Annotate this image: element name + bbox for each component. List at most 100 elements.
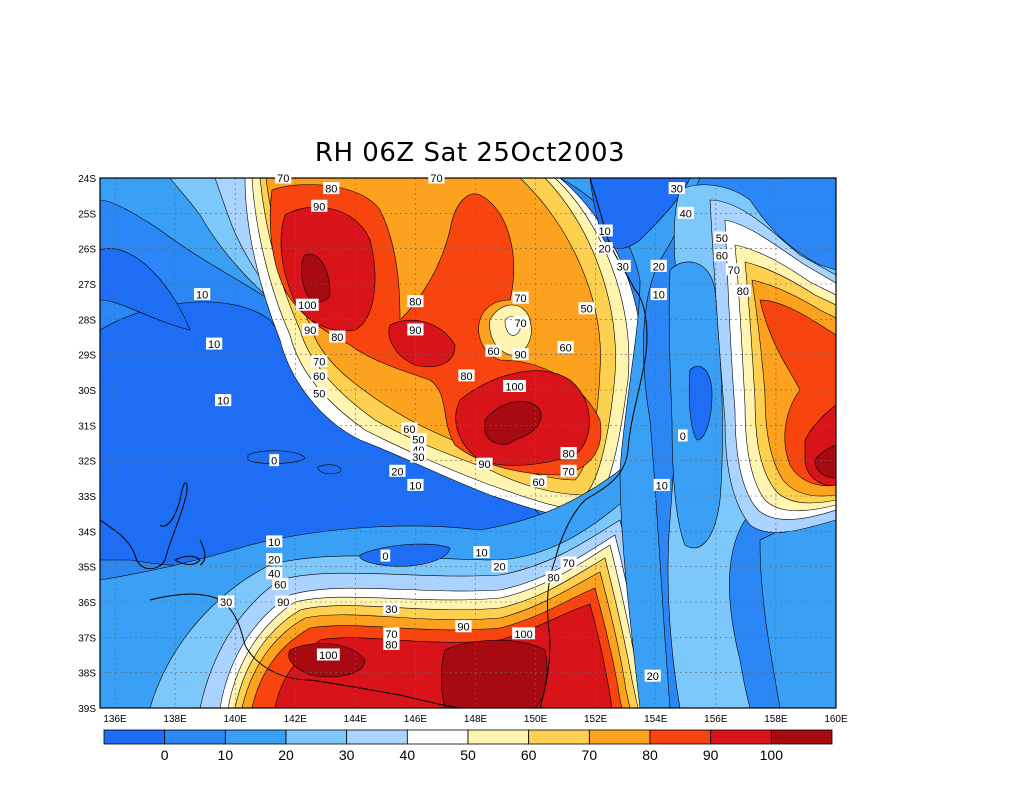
contour-label-text: 10 (475, 548, 487, 560)
contour-label: 20 (266, 553, 283, 567)
contour-label-text: 60 (716, 251, 728, 263)
lat-tick-label: 36S (78, 598, 96, 609)
contour-label: 100 (512, 627, 535, 641)
colorbar-swatch (649, 729, 712, 745)
lat-tick-label: 30S (78, 386, 96, 397)
contour-label: 0 (677, 429, 688, 443)
contour-label-bg (323, 182, 340, 195)
contour-label-bg (311, 387, 328, 400)
contour-label-bg (316, 648, 340, 661)
contour-label-text: 50 (581, 304, 593, 316)
contour-label-bg (653, 478, 670, 491)
lon-tick-label: 144E (344, 714, 368, 725)
contour-label-text: 70 (514, 318, 526, 330)
contour-label: 80 (560, 447, 577, 461)
contour-label-bg (407, 295, 424, 308)
contour-label-text: 100 (298, 300, 316, 312)
contour-label-bg (512, 627, 535, 640)
colorbar-labels: 0 10 20 30 40 50 60 70 80 90 100 (161, 747, 783, 763)
lat-tick-label: 29S (78, 351, 96, 362)
contour-label: 90 (275, 595, 292, 609)
colorbar-swatch (710, 729, 772, 745)
lon-tick-label: 156E (704, 714, 728, 725)
contour-label-text: 20 (493, 562, 505, 574)
contour-label-text: 100 (319, 650, 337, 662)
contour-label-text: 0 (382, 551, 388, 563)
contour-label-text: 0 (680, 431, 686, 443)
longitude-tick-labels: 136E 138E 140E 142E 144E 146E 148E 150E 152E 154E… (103, 714, 848, 725)
contour-label: 90 (302, 323, 319, 337)
contour-label-text: 20 (391, 466, 403, 478)
contour-label: 60 (485, 344, 502, 358)
lat-tick-label: 33S (78, 492, 96, 503)
contour-label-text: 30 (412, 452, 424, 464)
contour-label-bg (266, 553, 283, 566)
contour-label-bg (668, 182, 685, 195)
lat-tick-label: 27S (78, 280, 96, 291)
contour-label: 50 (578, 302, 595, 316)
contour-label-text: 80 (385, 639, 397, 651)
lon-tick-label: 136E (103, 714, 127, 725)
contour-label: 0 (380, 549, 391, 563)
contour-label: 70 (311, 355, 328, 369)
contour-label: 70 (560, 464, 577, 478)
colorbar-label: 100 (760, 747, 784, 763)
contour-label-bg (545, 570, 562, 583)
contour-label-bg (329, 330, 346, 343)
lat-tick-label: 24S (78, 174, 96, 185)
contour-label: 30 (383, 602, 400, 616)
contour-label: 70 (512, 316, 529, 330)
contour-label: 10 (206, 337, 223, 351)
contour-label-bg (401, 422, 418, 435)
contour-label-bg (302, 323, 319, 336)
colorbar-label: 0 (161, 747, 169, 763)
contour-label-bg (734, 284, 751, 297)
contour-label: 10 (407, 478, 424, 492)
colorbar-swatch (406, 729, 469, 745)
contour-label-bg (491, 560, 508, 573)
lon-tick-label: 148E (464, 714, 488, 725)
contour-label: 30 (410, 450, 427, 464)
contour-label-bg (530, 475, 547, 488)
contour-label: 20 (596, 242, 613, 256)
contour-label-bg (311, 355, 328, 368)
contour-label: 90 (476, 457, 493, 471)
contour-label-bg (311, 199, 328, 212)
contour-label-text: 70 (313, 357, 325, 369)
contour-label-text: 30 (385, 604, 397, 616)
contour-label-text: 80 (409, 297, 421, 309)
contour-label-text: 30 (220, 597, 232, 609)
contour-label-text: 60 (313, 371, 325, 383)
lat-tick-label: 31S (78, 421, 96, 432)
contour-label-text: 100 (514, 629, 532, 641)
lon-tick-label: 140E (224, 714, 248, 725)
humidity-field (100, 178, 836, 708)
colorbar-label: 90 (703, 747, 719, 763)
contour-label: 60 (713, 249, 730, 263)
contour-label: 0 (269, 454, 280, 468)
contour-label-text: 70 (728, 265, 740, 277)
contour-label: 70 (428, 171, 445, 185)
contour-label-text: 90 (277, 597, 289, 609)
lat-tick-label: 26S (78, 245, 96, 256)
contour-label-text: 60 (560, 343, 572, 355)
contour-label-bg (485, 344, 502, 357)
contour-label-text: 10 (656, 480, 668, 492)
contour-label: 30 (218, 595, 235, 609)
contour-label-text: 70 (563, 558, 575, 570)
contour-label-text: 20 (653, 261, 665, 273)
contour-label-bg (596, 242, 613, 255)
latitude-tick-labels: 24S 25S 26S 27S 28S 29S 30S 31S 32S 33S 34S 35S 36S 3… (78, 174, 96, 715)
lon-tick-label: 142E (284, 714, 308, 725)
contour-label-bg (614, 259, 631, 272)
contour-label-text: 100 (505, 381, 523, 393)
contour-label-bg (713, 231, 730, 244)
lat-tick-label: 28S (78, 315, 96, 326)
contour-label-text: 10 (268, 537, 280, 549)
lon-tick-label: 152E (584, 714, 608, 725)
contour-label-text: 90 (457, 622, 469, 634)
contour-label-text: 90 (313, 201, 325, 213)
contour-label: 10 (653, 478, 670, 492)
contour-label: 60 (311, 369, 328, 383)
contour-label-bg (272, 577, 289, 590)
